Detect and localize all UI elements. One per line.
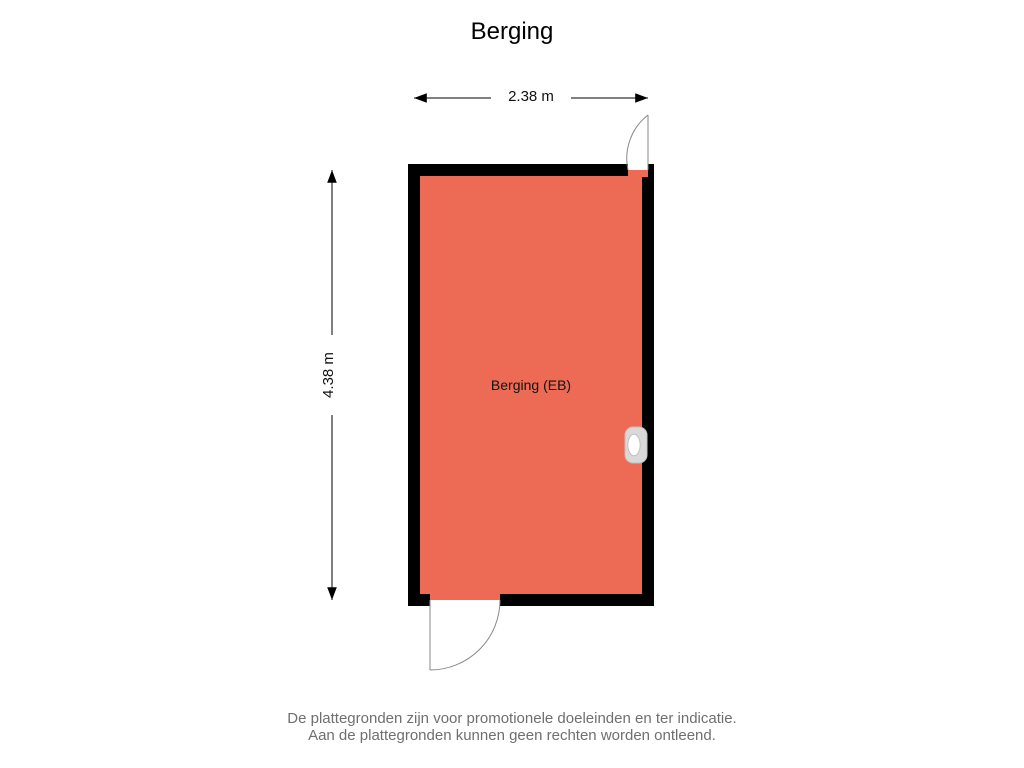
dimension-width-label: 2.38 m bbox=[491, 88, 571, 105]
disclaimer-line-2: Aan de plattegronden kunnen geen rechten… bbox=[0, 727, 1024, 744]
door-top-swing bbox=[627, 115, 648, 170]
door-bottom-swing bbox=[430, 600, 500, 670]
sink-fixture bbox=[625, 427, 647, 463]
room-label: Berging (EB) bbox=[461, 377, 601, 393]
floorplan-page: Berging bbox=[0, 0, 1024, 768]
disclaimer-line-1: De plattegronden zijn voor promotionele … bbox=[0, 710, 1024, 727]
disclaimer-text: De plattegronden zijn voor promotionele … bbox=[0, 710, 1024, 744]
dimension-height-label: 4.38 m bbox=[320, 335, 337, 415]
